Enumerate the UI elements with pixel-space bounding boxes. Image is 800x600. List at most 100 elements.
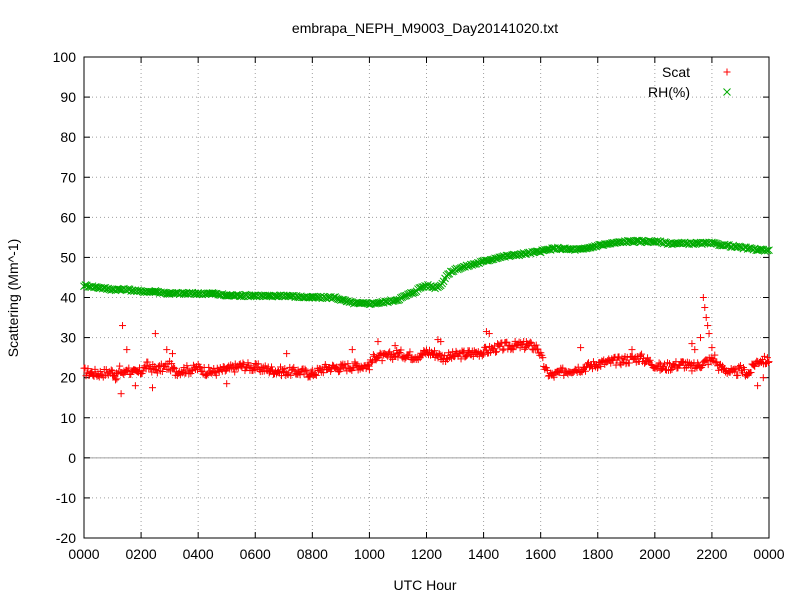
data-point xyxy=(722,241,731,250)
data-point xyxy=(655,238,663,246)
x-tick-label: 0000 xyxy=(753,546,784,562)
data-point-outlier xyxy=(151,330,159,338)
data-point xyxy=(341,360,349,368)
data-point xyxy=(603,240,612,248)
data-point-outlier xyxy=(348,346,356,354)
x-tick-label: 2200 xyxy=(696,546,727,562)
data-point xyxy=(713,358,721,366)
data-point xyxy=(401,355,409,363)
data-point-outlier xyxy=(701,304,709,312)
data-point xyxy=(418,352,426,360)
data-point xyxy=(751,362,759,370)
data-point-outlier xyxy=(283,350,291,358)
data-point xyxy=(219,363,227,371)
data-point xyxy=(284,371,292,379)
data-point xyxy=(110,372,118,380)
data-point xyxy=(113,375,121,383)
data-point xyxy=(550,373,558,381)
data-point xyxy=(588,365,596,373)
data-point xyxy=(141,362,149,370)
data-point-outlier xyxy=(708,344,716,352)
data-point-outlier xyxy=(485,330,493,338)
data-point xyxy=(539,354,547,362)
data-point-outlier xyxy=(577,344,585,352)
data-point xyxy=(710,239,719,247)
data-point-outlier xyxy=(697,334,704,342)
data-point xyxy=(329,293,338,302)
data-point xyxy=(597,362,605,370)
data-point xyxy=(734,371,742,379)
data-point xyxy=(668,365,676,373)
data-point xyxy=(478,352,486,360)
data-point xyxy=(616,359,624,367)
data-point xyxy=(202,372,210,380)
legend: Scat RH(%) xyxy=(648,64,731,100)
data-point xyxy=(127,370,135,378)
data-point xyxy=(632,236,641,245)
data-point-outlier xyxy=(123,346,131,354)
data-point xyxy=(147,364,155,372)
data-point-outlier xyxy=(437,338,445,346)
data-point xyxy=(623,353,631,361)
data-point xyxy=(640,354,648,362)
data-point xyxy=(205,363,213,371)
data-point xyxy=(116,362,124,370)
x-axis-label: UTC Hour xyxy=(393,577,456,593)
data-point xyxy=(198,367,206,375)
data-point xyxy=(509,346,517,354)
x-tick-label: 0800 xyxy=(297,546,328,562)
data-point xyxy=(765,246,773,255)
data-point xyxy=(305,372,313,380)
data-point xyxy=(352,361,360,369)
data-point xyxy=(474,258,482,267)
data-point-outlier xyxy=(628,346,636,354)
data-point xyxy=(203,371,211,379)
data-point xyxy=(735,363,743,371)
data-point xyxy=(504,345,512,353)
data-point-outlier xyxy=(699,294,707,301)
axes: -20 -10 0 10 20 30 40 50 60 70 80 90 100 0000 0200 0400… xyxy=(53,49,785,562)
data-point-outlier xyxy=(149,384,156,392)
legend-marker xyxy=(723,88,731,96)
data-point xyxy=(211,289,220,298)
data-point-outlier xyxy=(759,374,767,382)
data-point xyxy=(499,346,507,354)
data-point xyxy=(231,368,239,376)
data-point xyxy=(170,363,178,371)
data-point xyxy=(716,361,724,369)
data-point xyxy=(287,371,295,379)
data-point xyxy=(367,359,375,367)
data-point xyxy=(94,372,102,380)
data-point xyxy=(91,365,99,373)
x-tick-label: 2000 xyxy=(639,546,670,562)
data-point xyxy=(84,365,92,373)
data-point xyxy=(244,359,252,367)
data-point xyxy=(158,368,166,376)
data-point-outlier xyxy=(702,314,710,322)
y-tick-label: 90 xyxy=(60,89,76,105)
data-point xyxy=(136,364,144,372)
data-point xyxy=(406,348,414,356)
data-point xyxy=(532,341,540,349)
data-point xyxy=(392,296,401,304)
data-point xyxy=(655,359,663,367)
data-point xyxy=(503,338,511,346)
y-tick-label: -10 xyxy=(56,490,76,506)
data-point xyxy=(495,253,504,262)
data-point xyxy=(306,373,314,381)
data-point xyxy=(107,366,115,374)
data-point xyxy=(745,244,753,253)
data-point-outlier xyxy=(522,338,530,346)
x-tick-label: 1600 xyxy=(525,546,556,562)
data-point xyxy=(369,351,377,359)
x-tick-label: 0000 xyxy=(68,546,99,562)
y-axis-label: Scattering (Mm^-1) xyxy=(5,239,21,358)
data-point xyxy=(301,365,309,373)
series-1 xyxy=(80,236,773,309)
data-point-outlier xyxy=(704,322,712,330)
y-tick-label: -20 xyxy=(56,530,76,546)
chart-title: embrapa_NEPH_M9003_Day20141020.txt xyxy=(292,20,558,36)
data-point xyxy=(344,360,352,368)
data-point-outlier xyxy=(223,380,231,388)
data-point xyxy=(112,376,120,384)
